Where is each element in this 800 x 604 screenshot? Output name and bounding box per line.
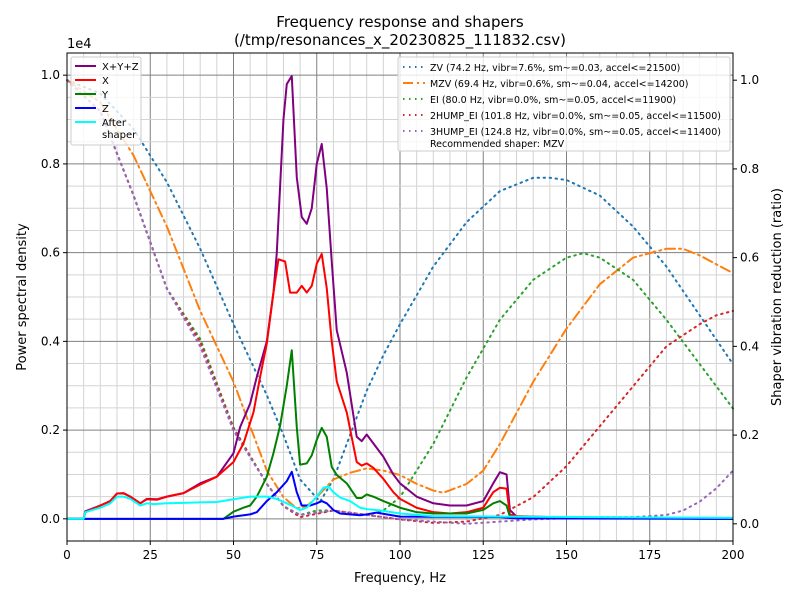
y-right-tick-label: 0.0 <box>740 517 759 531</box>
y-right-tick-label: 0.4 <box>740 339 759 353</box>
recommended-shaper-label: Recommended shaper: MZV <box>430 139 565 150</box>
y-axis-right-label: Shaper vibration reduction (ratio) <box>770 188 785 406</box>
psd-line-z <box>67 470 734 520</box>
legend-label: 3HUMP_EI (124.8 Hz, vibr=0.0%, sm~=0.05,… <box>430 127 721 138</box>
y-tick-label: 0.0 <box>41 512 60 526</box>
x-tick-label: 125 <box>472 548 495 562</box>
grid <box>66 52 734 542</box>
psd-curves <box>67 75 734 520</box>
y-right-tick-label: 1.0 <box>740 73 759 87</box>
y-right-tick-label: 0.8 <box>740 162 759 176</box>
shaper-line-3hump_ei <box>66 79 734 525</box>
x-tick-label: 50 <box>226 548 241 562</box>
y-tick-label: 0.2 <box>41 423 60 437</box>
axis-ticks: 0 25 50 75 100 125 150 175 200 0.0 0.2 0.4 0.6 0.8 1.0… <box>41 68 759 562</box>
x-tick-label: 150 <box>555 548 578 562</box>
legend-label: Z <box>102 104 109 115</box>
legend-shapers: ZV (74.2 Hz, vibr=7.6%, sm~=0.03, accel<… <box>397 56 731 152</box>
legend-label: X <box>102 76 109 87</box>
x-tick-label: 75 <box>309 548 324 562</box>
legend-label: EI (80.0 Hz, vibr=0.0%, sm~=0.05, accel<… <box>430 95 676 106</box>
x-tick-label: 200 <box>722 548 745 562</box>
x-tick-label: 25 <box>143 548 158 562</box>
x-axis-label: Frequency, Hz <box>354 571 446 586</box>
shaper-line-zv <box>66 79 734 504</box>
x-tick-label: 175 <box>638 548 661 562</box>
chart-subtitle: (/tmp/resonances_x_20230825_111832.csv) <box>234 31 566 50</box>
y-right-tick-label: 0.6 <box>740 251 759 265</box>
legend-label: After <box>102 118 127 129</box>
psd-line-after <box>67 485 734 520</box>
chart-title: Frequency response and shapers <box>276 13 524 31</box>
legend-label: X+Y+Z <box>102 62 139 73</box>
x-tick-label: 100 <box>389 548 412 562</box>
y-offset-label: 1e4 <box>67 37 92 52</box>
psd-line-y <box>67 349 734 520</box>
y-tick-label: 0.4 <box>41 334 60 348</box>
shaper-line-2hump_ei <box>66 79 734 524</box>
y-tick-label: 0.6 <box>41 246 60 260</box>
legend-label: shaper <box>102 130 137 141</box>
y-axis-label: Power spectral density <box>15 223 30 371</box>
y-tick-label: 0.8 <box>41 157 60 171</box>
legend-label: ZV (74.2 Hz, vibr=7.6%, sm~=0.03, accel<… <box>430 63 680 74</box>
y-right-tick-label: 0.2 <box>740 428 759 442</box>
x-tick-label: 0 <box>63 548 71 562</box>
legend-label: 2HUMP_EI (101.8 Hz, vibr=0.0%, sm~=0.05,… <box>430 111 721 122</box>
legend-shapers-box <box>397 56 731 152</box>
legend-label: Y <box>101 90 109 101</box>
y-tick-label: 1.0 <box>41 68 60 82</box>
legend-label: MZV (69.4 Hz, vibr=0.6%, sm~=0.04, accel… <box>430 79 689 90</box>
